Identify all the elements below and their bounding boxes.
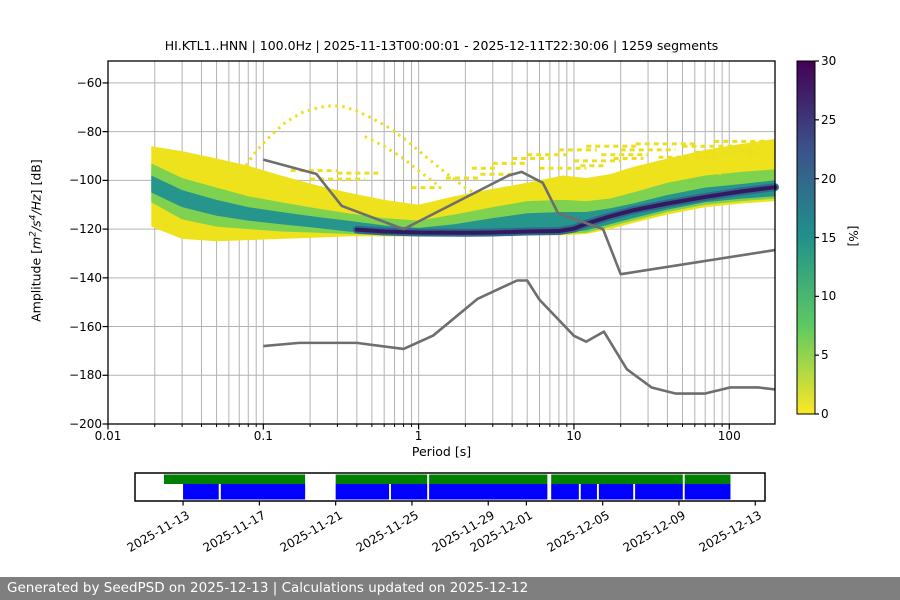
- y-tick-label: −80: [76, 124, 102, 139]
- density-band-high-probability: [151, 175, 776, 234]
- data-availability-row-segment: [220, 484, 306, 500]
- y-tick-label: −160: [69, 319, 102, 334]
- y-tick-label: −140: [69, 270, 102, 285]
- x-tick-label: 10: [566, 429, 582, 443]
- footer-status-bar: Generated by SeedPSD on 2025-12-13 | Cal…: [0, 577, 900, 600]
- data-availability-row-segment: [390, 484, 428, 500]
- psd-coverage-row-segment: [335, 474, 428, 484]
- outlier-arc: [643, 164, 723, 176]
- plot-border: [107, 60, 776, 425]
- y-tick-label: −100: [69, 173, 102, 188]
- data-availability-row-segment: [598, 484, 634, 500]
- colorbar-tick-label: 30: [821, 54, 837, 68]
- density-mode-line: [354, 185, 777, 235]
- plot-title: HI.KTL1..HNN | 100.0Hz | 2025-11-13T00:0…: [164, 38, 719, 53]
- colorbar-tick-label: 0: [821, 407, 829, 421]
- x-tick-label: 100: [717, 429, 741, 443]
- x-axis-label: Period [s]: [411, 444, 472, 459]
- colorbar-tick-label: 20: [821, 171, 837, 186]
- psd-coverage-row-segment: [684, 474, 731, 484]
- colorbar-tick-label: 10: [821, 289, 837, 304]
- data-availability-row-segment: [684, 484, 731, 500]
- colorbar-tick-label: 25: [821, 112, 837, 127]
- outlier-arc: [364, 135, 438, 186]
- y-tick-label: −180: [69, 368, 102, 383]
- data-availability-row-segment: [183, 484, 219, 500]
- data-availability-row-segment: [580, 484, 597, 500]
- x-tick-label: 0.01: [94, 429, 122, 443]
- data-availability-row-segment: [335, 484, 390, 500]
- y-tick-label: −120: [69, 222, 102, 237]
- psd-coverage-row-segment: [429, 474, 548, 484]
- y-tick-label: −200: [69, 417, 102, 431]
- nhnm-line: [262, 158, 776, 276]
- outlier-arc: [233, 104, 484, 200]
- colorbar-tick-label: 5: [821, 348, 829, 363]
- colorbar-tick-label: 15: [821, 230, 837, 245]
- y-axis-label: Amplitude [m2/s4/Hz] [dB]: [28, 159, 44, 322]
- data-availability-row-segment: [635, 484, 683, 500]
- x-tick-label: 1: [414, 429, 423, 443]
- data-availability-row-segment: [551, 484, 579, 500]
- psd-coverage-row-segment: [551, 474, 683, 484]
- psd-coverage-row-segment: [163, 474, 306, 484]
- y-tick-label: −60: [76, 75, 102, 90]
- x-tick-label: 0.1: [253, 429, 273, 443]
- nlnm-line: [263, 279, 776, 395]
- ppsd-plot-canvas: [102, 60, 819, 506]
- colorbar: [796, 60, 816, 415]
- data-availability-row-segment: [429, 484, 548, 500]
